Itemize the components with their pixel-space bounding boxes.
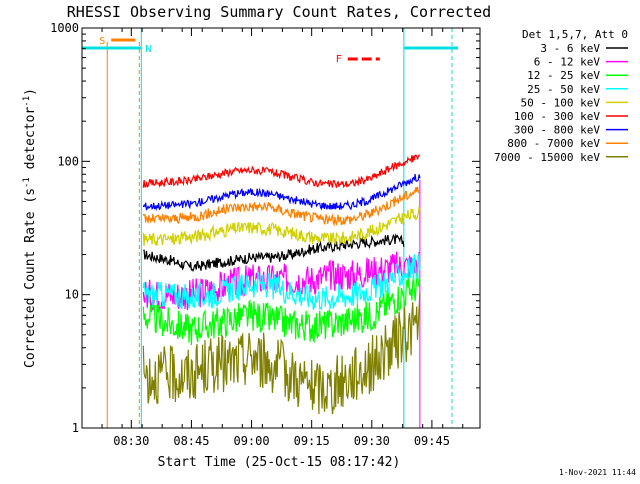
y-tick-label: 100 [57,154,79,168]
legend-entry-label: 25 - 50 keV [527,83,600,96]
y-tick-label: 1000 [50,21,79,35]
plot-frame [81,27,481,429]
series-line-6 [142,154,420,189]
y-axis-label: Corrected Count Rate (s-1 detector-1) [22,88,38,368]
series-line-3 [142,272,421,346]
legend-entry-label: 7000 - 15000 keV [494,151,600,164]
series-line-8 [142,186,421,227]
series-line-9 [142,292,421,415]
legend-entry-label: 300 - 800 keV [514,124,600,137]
flag-label-n: N [145,44,151,55]
series-line-4 [142,253,421,312]
legend-entry-label: 12 - 25 keV [527,69,600,82]
legend-entry-label: 50 - 100 keV [521,96,601,109]
x-tick-label: 08:30 [113,434,149,448]
legend-entry-label: 800 - 7000 keV [507,137,600,150]
legend-entry-label: 6 - 12 keV [534,56,601,69]
y-tick-label: 1 [72,421,79,435]
flag-label-s: S [99,36,105,47]
legend-entry-label: 3 - 6 keV [540,42,600,55]
legend-entry-label: 100 - 300 keV [514,110,600,123]
x-tick-label: 09:15 [294,434,330,448]
series-line-2 [142,251,421,311]
series-line-7 [142,174,421,212]
x-tick-label: 09:00 [233,434,269,448]
flag-label-f: F [336,54,342,65]
chart-title: RHESSI Observing Summary Count Rates, Co… [67,3,491,21]
x-tick-label: 09:45 [414,434,450,448]
timestamp: 1-Nov-2021 11:44 [559,468,636,477]
plot-area: S N F [81,28,458,428]
x-tick-label: 09:30 [354,434,390,448]
x-tick-label: 08:45 [173,434,209,448]
axes: 1 10 100 1000 08:30 08:45 09:00 09:15 09:30 09:45 [50,21,481,448]
series-line-5 [142,206,421,247]
legend-title: Det 1,5,7, Att 0 [522,28,628,41]
x-axis-label: Start Time (25-Oct-15 08:17:42) [158,455,401,470]
series-line-1 [143,232,405,273]
y-tick-label: 10 [65,288,79,302]
